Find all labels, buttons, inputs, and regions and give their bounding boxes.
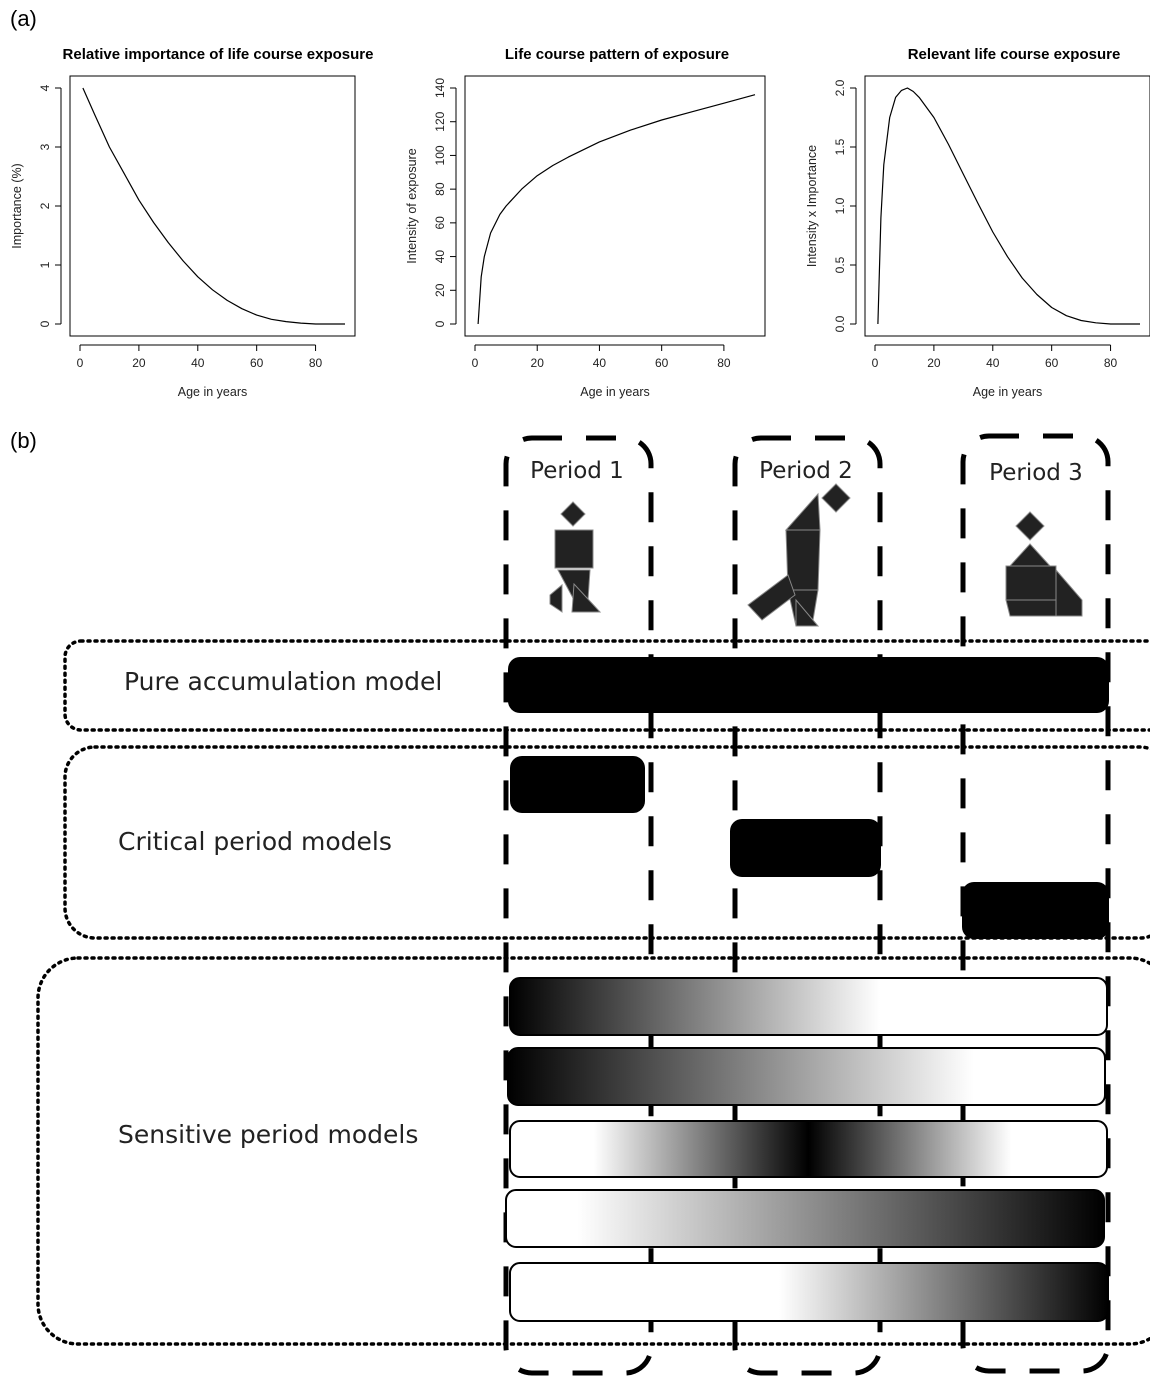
x-tick-label: 0 xyxy=(872,356,879,370)
y-tick-label: 3 xyxy=(38,143,52,150)
x-tick-label: 40 xyxy=(191,356,205,370)
critical-group-box xyxy=(63,745,1150,940)
adult-figure-icon xyxy=(747,483,851,627)
period-2-column xyxy=(732,435,883,1376)
y-tick-label: 0.0 xyxy=(833,315,847,332)
y-tick-label: 2 xyxy=(38,202,52,209)
sensitive-model-label: Sensitive period models xyxy=(118,1120,418,1149)
y-tick-label: 0 xyxy=(38,320,52,327)
x-tick-label: 80 xyxy=(717,356,731,370)
chart-1: Relative importance of life course expos… xyxy=(10,46,373,399)
chart-3: Relevant life course exposure 0 20 40 60 80 Ag… xyxy=(805,46,1150,399)
y-tick-label: 100 xyxy=(433,145,447,165)
sensitive-bar-2 xyxy=(507,1047,1106,1106)
sensitive-bar-3 xyxy=(509,1120,1108,1178)
y-axis-label: Intensity of exposure xyxy=(405,148,419,263)
accumulation-bar xyxy=(508,657,1109,713)
panel-a-label: (a) xyxy=(10,6,37,31)
period-2-label: Period 2 xyxy=(759,458,853,484)
x-axis-label: Age in years xyxy=(973,385,1042,399)
y-tick-label: 2.0 xyxy=(833,79,847,96)
critical-bar-period-3 xyxy=(962,882,1109,939)
plot-frame xyxy=(864,75,1150,337)
x-tick-label: 40 xyxy=(986,356,1000,370)
y-tick-label: 0.5 xyxy=(833,256,847,273)
y-tick-label: 120 xyxy=(433,111,447,131)
child-figure-icon xyxy=(549,501,602,613)
panel-a-charts: Relative importance of life course expos… xyxy=(10,46,1150,399)
y-axis-label: Intensity x Importance xyxy=(805,145,819,267)
x-tick-label: 20 xyxy=(927,356,941,370)
accumulation-group-box xyxy=(63,639,1150,732)
y-tick-label: 140 xyxy=(433,78,447,98)
chart-title: Relative importance of life course expos… xyxy=(63,46,374,63)
series-line xyxy=(82,87,345,325)
sensitive-bar-4 xyxy=(505,1189,1105,1248)
chart-title: Life course pattern of exposure xyxy=(505,46,729,63)
x-axis-label: Age in years xyxy=(580,385,649,399)
y-tick-label: 1.5 xyxy=(833,138,847,155)
x-tick-label: 60 xyxy=(250,356,264,370)
y-tick-label: 80 xyxy=(433,182,447,196)
accumulation-model-label: Pure accumulation model xyxy=(124,667,442,696)
critical-bar-period-2 xyxy=(730,819,881,877)
y-tick-label: 60 xyxy=(433,216,447,230)
y-tick-label: 4 xyxy=(38,84,52,91)
x-tick-label: 80 xyxy=(309,356,323,370)
sensitive-bar-1 xyxy=(509,977,1108,1036)
x-axis-label: Age in years xyxy=(178,385,247,399)
chart-title: Relevant life course exposure xyxy=(908,46,1121,63)
sensitive-bar-5 xyxy=(509,1262,1109,1322)
y-axis-label: Importance (%) xyxy=(10,163,24,248)
x-tick-label: 20 xyxy=(531,356,545,370)
period-3-label: Period 3 xyxy=(989,460,1083,486)
period-1-label: Period 1 xyxy=(530,458,624,484)
y-tick-label: 0 xyxy=(433,320,447,327)
series-line xyxy=(877,87,1140,325)
x-tick-label: 0 xyxy=(472,356,479,370)
x-tick-label: 0 xyxy=(77,356,84,370)
x-tick-label: 40 xyxy=(593,356,607,370)
plot-frame xyxy=(464,75,766,337)
critical-model-label: Critical period models xyxy=(118,827,392,856)
chart-2: Life course pattern of exposure 0 20 40 60 80… xyxy=(405,46,766,399)
y-tick-label: 1 xyxy=(38,261,52,268)
series-line xyxy=(477,94,756,325)
x-tick-label: 20 xyxy=(132,356,146,370)
critical-bar-period-1 xyxy=(510,756,645,813)
y-tick-label: 40 xyxy=(433,250,447,264)
period-1-column xyxy=(503,435,654,1376)
panel-b-diagram: Period 1 Period 2 Period 3 Pure ac xyxy=(36,433,1150,1376)
y-tick-label: 1.0 xyxy=(833,197,847,214)
x-tick-label: 60 xyxy=(1045,356,1059,370)
panel-b-label: (b) xyxy=(10,428,37,453)
y-tick-label: 20 xyxy=(433,283,447,297)
elderly-figure-icon xyxy=(1005,511,1083,617)
sensitive-group-box xyxy=(36,956,1150,1346)
x-tick-label: 60 xyxy=(655,356,669,370)
x-tick-label: 80 xyxy=(1104,356,1118,370)
plot-frame xyxy=(69,75,356,337)
